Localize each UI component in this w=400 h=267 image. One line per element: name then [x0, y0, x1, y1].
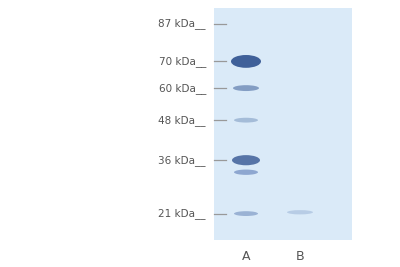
Ellipse shape — [234, 170, 258, 175]
Ellipse shape — [233, 85, 259, 91]
Text: 60 kDa__: 60 kDa__ — [159, 83, 206, 93]
Ellipse shape — [231, 55, 261, 68]
Bar — [214, 8, 352, 240]
Text: 70 kDa__: 70 kDa__ — [159, 56, 206, 67]
Text: 36 kDa__: 36 kDa__ — [158, 155, 206, 166]
Text: 21 kDa__: 21 kDa__ — [158, 208, 206, 219]
Text: B: B — [296, 250, 304, 263]
Ellipse shape — [234, 118, 258, 123]
Ellipse shape — [234, 211, 258, 216]
Text: 48 kDa__: 48 kDa__ — [158, 115, 206, 125]
Text: A: A — [242, 250, 250, 263]
Text: 87 kDa__: 87 kDa__ — [158, 19, 206, 29]
Ellipse shape — [287, 210, 313, 214]
Ellipse shape — [232, 155, 260, 165]
